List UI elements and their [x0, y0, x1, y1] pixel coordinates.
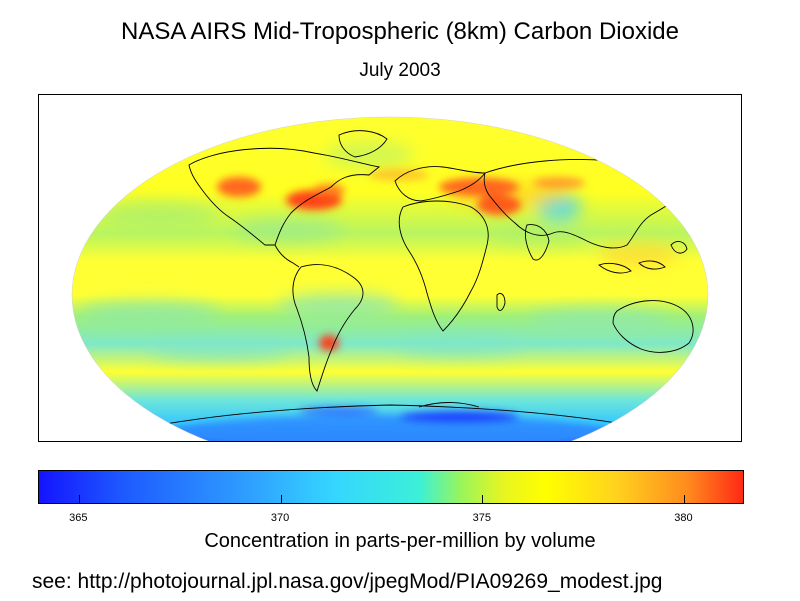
high-co2-regions — [217, 169, 585, 351]
map-title: NASA AIRS Mid-Tropospheric (8km) Carbon … — [121, 18, 679, 45]
antarctic-low-co2 — [170, 407, 610, 441]
colorbar-tick — [482, 495, 484, 503]
colorbar-tick-label: 365 — [69, 512, 88, 524]
colorbar-label: Concentration in parts-per-million by vo… — [204, 530, 596, 552]
colorbar-tick — [683, 495, 685, 503]
source-text: see: http://photojournal.jpl.nasa.gov/jp… — [32, 570, 663, 593]
coastlines — [158, 130, 694, 426]
colorbar-tick — [280, 495, 282, 503]
colorbar-tick — [78, 495, 80, 503]
map-subtitle: July 2003 — [359, 60, 441, 81]
co2-world-map — [71, 116, 709, 441]
colorbar — [38, 470, 744, 504]
globe-outline — [71, 116, 709, 441]
colorbar-tick-label: 380 — [674, 512, 693, 524]
colorbar-tick-label: 370 — [270, 512, 290, 524]
colorbar-tick-label: 375 — [472, 512, 491, 524]
map-frame — [38, 94, 742, 442]
